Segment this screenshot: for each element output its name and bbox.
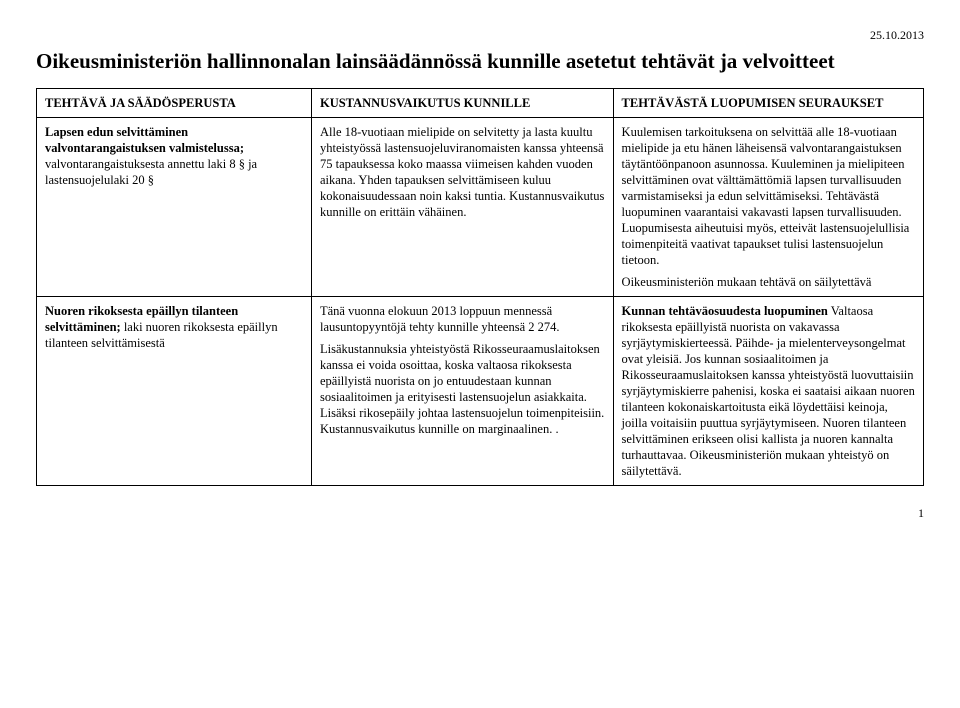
row2-col2: Tänä vuonna elokuun 2013 loppuun menness… <box>311 297 613 486</box>
row1-col3-p2: Oikeusministeriön mukaan tehtävä on säil… <box>622 274 915 290</box>
document-date: 25.10.2013 <box>36 28 924 43</box>
row2-col2-p1: Tänä vuonna elokuun 2013 loppuun menness… <box>320 303 605 335</box>
row2-col3-bold: Kunnan tehtäväosuudesta luopuminen <box>622 304 828 318</box>
row1-col1: Lapsen edun selvittäminen valvontarangai… <box>37 118 312 297</box>
table-header-row: TEHTÄVÄ JA SÄÄDÖSPERUSTA KUSTANNUSVAIKUT… <box>37 89 924 118</box>
row1-col1-bold: Lapsen edun selvittäminen valvontarangai… <box>45 125 244 155</box>
col-header-1: TEHTÄVÄ JA SÄÄDÖSPERUSTA <box>37 89 312 118</box>
row1-col3-p1: Kuulemisen tarkoituksena on selvittää al… <box>622 124 915 268</box>
table-row: Nuoren rikoksesta epäillyn tilanteen sel… <box>37 297 924 486</box>
row1-col3: Kuulemisen tarkoituksena on selvittää al… <box>613 118 923 297</box>
row2-col3: Kunnan tehtäväosuudesta luopuminen Valta… <box>613 297 923 486</box>
row2-col2-p2: Lisäkustannuksia yhteistyöstä Rikosseura… <box>320 341 605 437</box>
main-table: TEHTÄVÄ JA SÄÄDÖSPERUSTA KUSTANNUSVAIKUT… <box>36 88 924 486</box>
row1-col1-rest: valvontarangaistuksesta annettu laki 8 §… <box>45 157 257 187</box>
row2-col3-rest: Valtaosa rikoksesta epäillyistä nuorista… <box>622 304 915 478</box>
page-number: 1 <box>36 506 924 521</box>
row1-col2: Alle 18-vuotiaan mielipide on selvitetty… <box>311 118 613 297</box>
row2-col1: Nuoren rikoksesta epäillyn tilanteen sel… <box>37 297 312 486</box>
col-header-3: TEHTÄVÄSTÄ LUOPUMISEN SEURAUKSET <box>613 89 923 118</box>
col-header-2: KUSTANNUSVAIKUTUS KUNNILLE <box>311 89 613 118</box>
document-title: Oikeusministeriön hallinnonalan lainsääd… <box>36 49 924 74</box>
table-row: Lapsen edun selvittäminen valvontarangai… <box>37 118 924 297</box>
